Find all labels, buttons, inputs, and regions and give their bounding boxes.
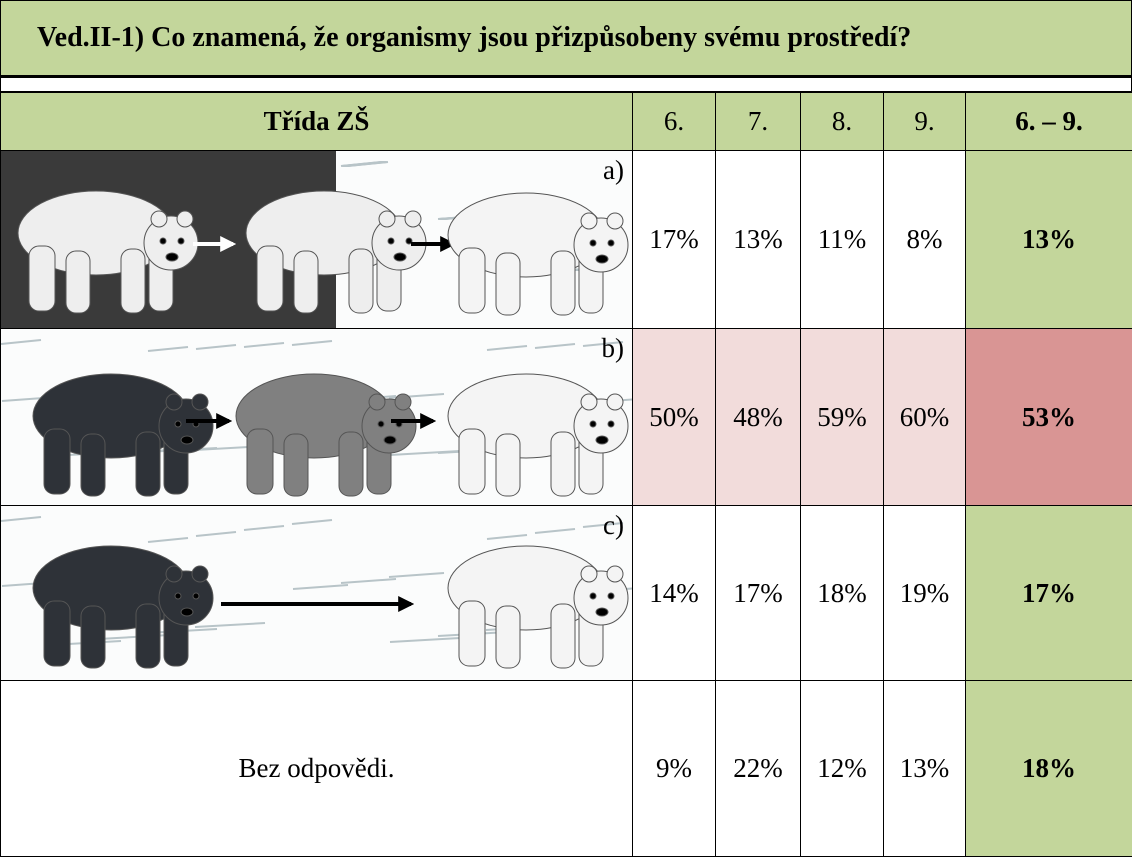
option-label: b) [601,333,625,363]
snow-streak [195,531,237,537]
snow-streak [534,343,576,349]
snow-streak [582,341,624,347]
value-cell: 17% [632,150,716,329]
value-cell: 8% [883,150,966,329]
snow-streak [389,637,461,643]
value-cell: 22% [715,680,801,857]
snow-streak [582,522,624,528]
snow-streak [534,528,576,534]
value-cell: 17% [715,505,801,681]
snow-streak [486,534,528,540]
snow-streak [340,578,397,584]
value-cell: 17% [965,505,1132,681]
snow-streak [291,519,333,525]
value-cell: 19% [883,505,966,681]
picture [1,506,632,680]
option-label: a) [603,155,624,185]
snow-streak [243,342,285,348]
value-cell: 48% [715,328,801,506]
header-cell: 8. [800,92,884,151]
illustration: b) [0,328,633,506]
snow-streak [1,339,42,345]
header-cell: 6. – 9. [965,92,1132,151]
value-cell: 18% [800,505,884,681]
snow-streak [194,622,266,628]
value-cell: 13% [715,150,801,329]
value-cell: 14% [632,505,716,681]
value-cell: 13% [883,680,966,857]
value-cell: 18% [965,680,1132,857]
value-cell: 60% [883,328,966,506]
value-cell: 9% [632,680,716,857]
snow-streak [1,516,42,522]
row-label: Bez odpovědi. [0,680,633,857]
picture [1,151,632,328]
snow-streak [388,572,445,578]
header-cell: 7. [715,92,801,151]
value-cell: 12% [800,680,884,857]
illustration: c) [0,505,633,681]
header-cell: 6. [632,92,716,151]
picture [1,329,632,505]
value-cell: 50% [632,328,716,506]
snow-streak [389,450,461,456]
header-cell: 9. [883,92,966,151]
header-cell: Třída ZŠ [0,92,633,151]
snow-streak [292,584,349,590]
snow-streak [243,525,285,531]
illustration: a) [0,150,633,329]
value-cell: 53% [965,328,1132,506]
value-cell: 13% [965,150,1132,329]
title: Ved.II-1) Co znamená, že organismy jsou … [0,0,1132,76]
snow-streak [291,340,333,346]
snow-streak [195,344,237,350]
snow-streak [147,346,189,352]
value-cell: 59% [800,328,884,506]
snow-streak [347,161,389,167]
spacer [0,76,1132,92]
snow-streak [147,537,189,543]
option-label: c) [603,510,624,540]
snow-streak [486,345,528,351]
value-cell: 11% [800,150,884,329]
